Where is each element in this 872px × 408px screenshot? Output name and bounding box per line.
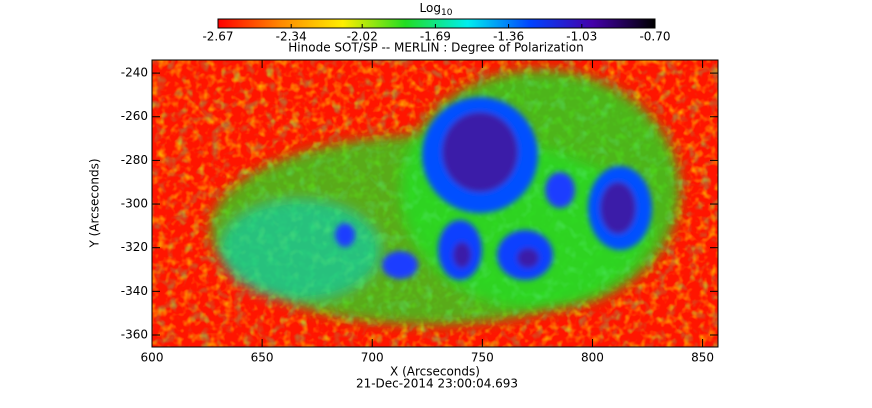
y-tick-label: -320	[121, 240, 148, 254]
y-tick-label: -360	[121, 327, 148, 341]
x-tick-label: 750	[471, 351, 494, 365]
timestamp: 21-Dec-2014 23:00:04.693	[356, 377, 518, 391]
y-tick-label: -240	[121, 66, 148, 80]
colorbar-tick-label: -0.70	[639, 30, 670, 44]
colorbar-label-main: Log	[420, 1, 441, 15]
x-tick-label: 700	[361, 351, 384, 365]
y-tick-label: -260	[121, 109, 148, 123]
y-axis-label: Y (Arcseconds)	[88, 158, 102, 248]
plot-frame	[151, 59, 719, 348]
y-tick-label: -340	[121, 284, 148, 298]
colorbar-label-sub: 10	[441, 8, 453, 18]
colorbar-tick-label: -2.34	[276, 30, 307, 44]
colorbar-label: Log10	[420, 1, 453, 18]
y-tick-label: -280	[121, 153, 148, 167]
colorbar-tick-label: -1.69	[420, 30, 451, 44]
x-axis-label: X (Arcseconds)	[390, 365, 480, 379]
x-tick-label: 850	[691, 351, 714, 365]
colorbar-tick-label: -2.67	[202, 30, 233, 44]
y-tick-label: -300	[121, 197, 148, 211]
x-tick-label: 800	[581, 351, 604, 365]
x-tick-label: 650	[251, 351, 274, 365]
colorbar-tick-label: -1.36	[493, 30, 524, 44]
colorbar-tick-label: -1.03	[566, 30, 597, 44]
colorbar	[217, 18, 656, 29]
x-tick-label: 600	[141, 351, 164, 365]
chart-title: Hinode SOT/SP -- MERLIN : Degree of Pola…	[288, 41, 583, 55]
heatmap-image	[152, 60, 718, 347]
colorbar-tick-label: -2.02	[347, 30, 378, 44]
